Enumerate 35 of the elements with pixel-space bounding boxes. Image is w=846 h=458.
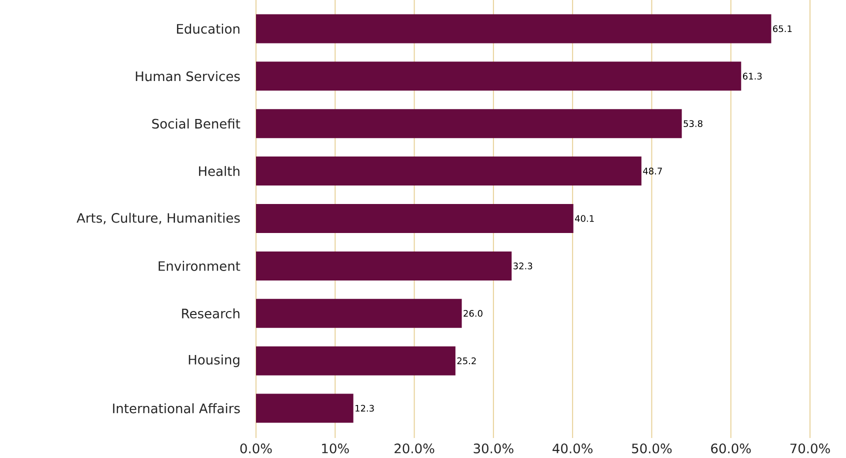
data-label: 65.1 xyxy=(773,25,792,32)
x-tick-label: 60.0% xyxy=(711,444,751,454)
x-tick-label: 20.0% xyxy=(394,444,434,454)
data-label: 32.3 xyxy=(514,262,532,270)
data-label: 25.2 xyxy=(457,357,476,364)
y-tick-label: Health xyxy=(199,166,240,176)
x-tick-label: 0.0% xyxy=(240,444,272,454)
y-tick-label: Social Benefit xyxy=(152,118,240,129)
data-label: 12.3 xyxy=(356,404,374,412)
bar xyxy=(256,14,772,44)
y-tick-label: Arts, Culture, Humanities xyxy=(76,212,240,224)
data-label: 48.7 xyxy=(643,168,662,174)
y-tick-label: International Affairs xyxy=(113,403,240,414)
data-label: 40.1 xyxy=(575,215,594,222)
y-tick-label: Education xyxy=(177,24,240,34)
data-label: 53.8 xyxy=(684,120,702,128)
x-tick-label: 70.0% xyxy=(790,444,830,454)
y-tick-label: Human Services xyxy=(136,71,240,82)
bar xyxy=(256,62,742,91)
bar xyxy=(256,346,456,376)
x-tick-label: 40.0% xyxy=(552,444,592,454)
y-tick-label: Housing xyxy=(188,354,240,368)
y-tick-label: Research xyxy=(182,308,240,318)
data-label: 26.0 xyxy=(464,310,482,317)
x-tick-label: 30.0% xyxy=(474,444,514,454)
bar xyxy=(256,298,462,328)
x-tick-label: 50.0% xyxy=(632,444,672,454)
x-tick-label: 10% xyxy=(322,444,349,454)
bar xyxy=(256,251,512,280)
y-tick-label: Environment xyxy=(158,260,240,271)
bar xyxy=(256,204,574,234)
data-label: 61.3 xyxy=(742,72,762,80)
bar xyxy=(256,109,682,138)
bar xyxy=(256,156,642,186)
bar xyxy=(256,394,354,423)
